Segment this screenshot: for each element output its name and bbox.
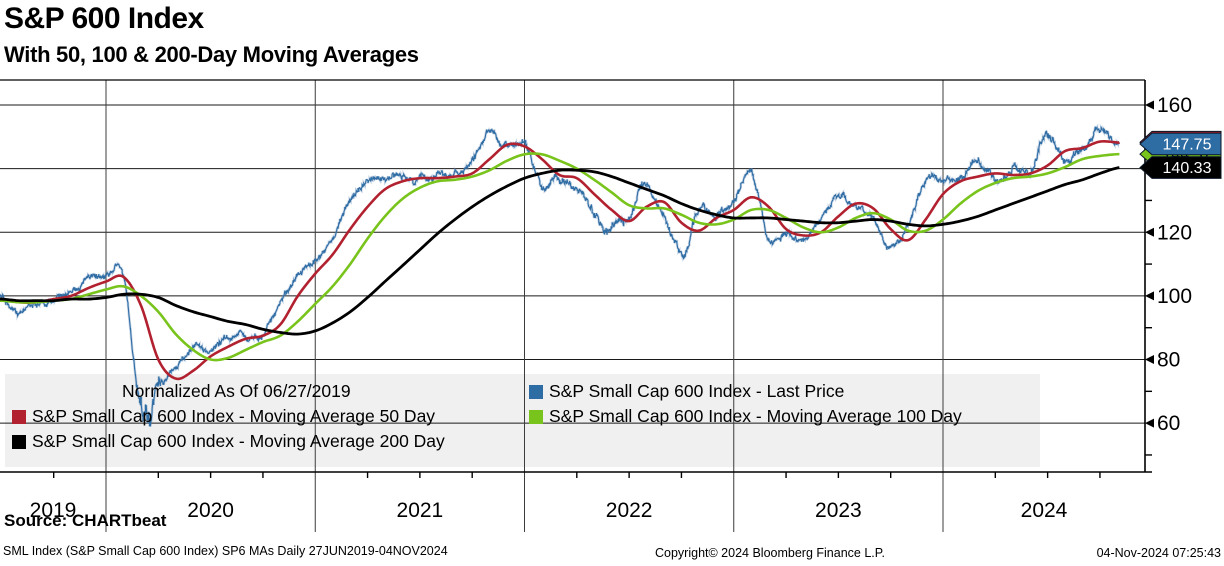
y-axis-tick-label: 120 <box>1157 221 1192 244</box>
ma100-line <box>0 152 1121 362</box>
timestamp-label: 04-Nov-2024 07:25:43 <box>1096 546 1221 560</box>
legend-item-ma200: S&P Small Cap 600 Index - Moving Average… <box>12 431 445 452</box>
y-axis-tick-label: 100 <box>1157 285 1192 308</box>
price-label-last_price: 147.75 <box>1139 132 1222 156</box>
x-axis-tick-label: 2020 <box>187 499 234 522</box>
x-axis-tick-label: 2021 <box>397 499 444 522</box>
legend-item-ma100: S&P Small Cap 600 Index - Moving Average… <box>529 406 962 427</box>
price-label-value: 147.75 <box>1163 136 1212 153</box>
x-axis-tick-label: 2022 <box>606 499 653 522</box>
y-axis-arrow-tick-icon <box>1145 227 1154 237</box>
ma100-swatch-icon <box>529 409 543 424</box>
y-axis-arrow-tick-icon <box>1145 355 1154 365</box>
x-axis-tick-label: 2023 <box>815 499 862 522</box>
source-label: Source: CHARTbeat <box>4 511 167 530</box>
last-price-swatch-icon <box>529 384 543 399</box>
y-axis-tick-label: 80 <box>1157 349 1180 372</box>
last-price-line <box>0 125 1120 427</box>
ma50-swatch-icon <box>12 409 26 424</box>
ma200-line <box>0 166 1121 336</box>
legend-item-ma50: S&P Small Cap 600 Index - Moving Average… <box>12 406 435 427</box>
y-axis-tick-label: 60 <box>1157 412 1180 435</box>
chart-subtitle: With 50, 100 & 200-Day Moving Averages <box>4 42 419 67</box>
legend-note-label: Normalized As Of 06/27/2019 <box>122 381 351 401</box>
copyright-label: Copyright© 2024 Bloomberg Finance L.P. <box>655 546 885 560</box>
chart-title: S&P 600 Index <box>4 2 204 35</box>
y-axis-arrow-tick-icon <box>1145 100 1154 110</box>
legend-note: Normalized As Of 06/27/2019 <box>122 381 351 402</box>
price-label-value: 140.33 <box>1163 160 1212 177</box>
price-label-ma200: 140.33 <box>1139 156 1222 179</box>
legend-item-label: S&P Small Cap 600 Index - Moving Average… <box>549 406 962 426</box>
chart-meta-line: SML Index (S&P Small Cap 600 Index) SP6 … <box>3 544 448 558</box>
legend-background <box>5 374 1040 467</box>
y-axis-arrow-tick-icon <box>1145 418 1154 428</box>
x-axis-tick-label: 2019 <box>30 499 77 522</box>
legend-item-last-price: S&P Small Cap 600 Index - Last Price <box>529 381 844 402</box>
ma50-line <box>0 140 1121 381</box>
ma200-swatch-icon <box>12 434 26 449</box>
legend-item-label: S&P Small Cap 600 Index - Moving Average… <box>32 431 445 451</box>
y-axis-tick-label: 160 <box>1157 94 1192 117</box>
legend-item-label: S&P Small Cap 600 Index - Last Price <box>549 381 845 401</box>
legend-item-label: S&P Small Cap 600 Index - Moving Average… <box>32 406 436 426</box>
y-axis-arrow-tick-icon <box>1145 291 1154 301</box>
x-axis-tick-label: 2024 <box>1021 499 1068 522</box>
